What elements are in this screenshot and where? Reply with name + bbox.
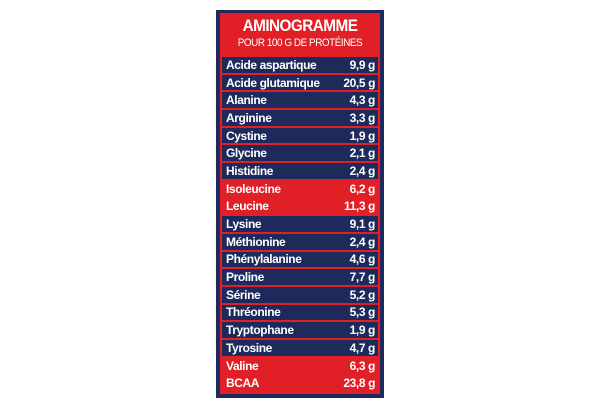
amino-acid-name: Phénylalanine (226, 252, 302, 267)
table-row: Arginine 3,3 g (222, 110, 378, 126)
table-row: BCAA 23,8 g (222, 375, 378, 392)
amino-acid-name: Isoleucine (226, 181, 281, 196)
panel-subtitle: POUR 100 G DE PROTÉINES (237, 37, 363, 49)
panel-title: AMINOGRAMME (242, 16, 358, 35)
amino-acid-value: 3,3 g (349, 110, 376, 125)
table-row: Isoleucine 6,2 g (222, 180, 378, 197)
aminogram-inner: AMINOGRAMME POUR 100 G DE PROTÉINES Acid… (220, 13, 380, 394)
amino-acid-value: 5,2 g (349, 287, 376, 302)
amino-acid-name: Tryptophane (226, 323, 294, 338)
table-row: Acide aspartique 9,9 g (222, 57, 378, 73)
table-row: Sérine 5,2 g (222, 286, 378, 303)
amino-acid-value: 2,4 g (349, 234, 376, 249)
amino-acid-name: Méthionine (226, 234, 286, 249)
amino-acid-value: 7,7 g (349, 270, 376, 285)
amino-acid-value: 6,3 g (349, 358, 376, 373)
amino-acid-value: 23,8 g (343, 376, 375, 391)
amino-acid-value: 20,5 g (343, 75, 375, 90)
amino-acid-name: Arginine (226, 110, 272, 125)
amino-acid-value: 4,6 g (349, 252, 376, 267)
amino-acid-value: 1,9 g (349, 323, 376, 338)
table-row: Lysine 9,1 g (222, 216, 378, 232)
table-row: Cystine 1,9 g (222, 127, 378, 144)
table-row: Phénylalanine 4,6 g (222, 251, 378, 268)
amino-acid-value: 6,2 g (349, 181, 376, 196)
table-row: Leucine 11,3 g (222, 198, 378, 215)
table-row: Tyrosine 4,7 g (222, 340, 378, 356)
table-row: Acide glutamique 20,5 g (222, 74, 378, 91)
amino-acid-name: Tyrosine (226, 340, 272, 355)
table-row: Proline 7,7 g (222, 269, 378, 285)
amino-acid-name: Proline (226, 270, 264, 285)
amino-acid-value: 4,7 g (349, 340, 376, 355)
table-row: Glycine 2,1 g (222, 145, 378, 162)
amino-acid-value: 11,3 g (344, 199, 375, 214)
amino-acid-value: 2,1 g (349, 146, 376, 161)
amino-acid-name: Lysine (226, 217, 262, 232)
amino-acid-value: 1,9 g (349, 128, 376, 143)
amino-acid-value: 9,1 g (349, 217, 376, 232)
amino-acid-value: 4,3 g (349, 93, 376, 108)
amino-acid-name: Acide aspartique (226, 57, 317, 72)
amino-acid-name: Alanine (226, 93, 267, 108)
table-row: Valine 6,3 g (222, 357, 378, 374)
aminogram-header: AMINOGRAMME POUR 100 G DE PROTÉINES (220, 13, 380, 57)
amino-acid-name: BCAA (226, 376, 260, 391)
amino-acid-name: Leucine (226, 199, 269, 214)
amino-acid-table: Acide aspartique 9,9 g Acide glutamique 20,… (220, 57, 380, 393)
amino-acid-name: Valine (226, 358, 259, 373)
amino-acid-name: Histidine (226, 163, 274, 178)
table-row: Méthionine 2,4 g (222, 233, 378, 250)
amino-acid-value: 5,3 g (349, 305, 376, 320)
amino-acid-name: Cystine (226, 128, 267, 143)
aminogram-panel: AMINOGRAMME POUR 100 G DE PROTÉINES Acid… (216, 10, 384, 398)
table-row: Thréonine 5,3 g (222, 304, 378, 321)
amino-acid-name: Glycine (226, 146, 267, 161)
table-row: Tryptophane 1,9 g (222, 322, 378, 338)
amino-acid-name: Acide glutamique (226, 75, 320, 90)
table-row: Alanine 4,3 g (222, 92, 378, 109)
amino-acid-name: Sérine (226, 287, 261, 302)
amino-acid-value: 2,4 g (349, 163, 376, 178)
amino-acid-name: Thréonine (226, 305, 281, 320)
table-row: Histidine 2,4 g (222, 163, 378, 179)
amino-acid-value: 9,9 g (349, 57, 376, 72)
